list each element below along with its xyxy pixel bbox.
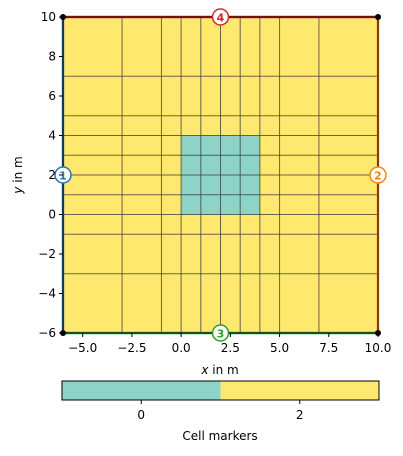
x-tick-label: −2.5	[117, 341, 146, 355]
x-tick-label: 5.0	[270, 341, 289, 355]
x-tick-label: 0.0	[172, 341, 191, 355]
boundary-marker-circle-4	[211, 8, 230, 26]
y-tick-label: −4	[38, 287, 56, 301]
y-axis-label: y in m	[11, 156, 25, 194]
y-tick-label: 8	[48, 50, 56, 64]
boundary-marker-circle-2	[369, 166, 387, 184]
y-tick-label: 10	[41, 10, 56, 24]
colorbar-tick-label: 0	[137, 408, 145, 422]
colorbar-segment	[220, 381, 379, 400]
boundary-marker-circle-3	[211, 324, 230, 342]
colorbar-label: Cell markers	[182, 429, 257, 443]
y-tick-label: 6	[48, 89, 56, 103]
x-axis-label: x in m	[200, 363, 238, 377]
mesh-grid	[63, 17, 378, 333]
x-tick-label: −5.0	[68, 341, 97, 355]
x-axis: −5.0 −2.5 0.0 2.5 5.0 7.5 10.0	[68, 333, 391, 355]
boundary-marker-label-3: 3	[217, 328, 225, 341]
colorbar-frame	[61, 380, 380, 401]
y-tick-label: −6	[38, 326, 56, 340]
colorbar-segment	[62, 381, 221, 400]
y-tick-label: 0	[48, 208, 56, 222]
y-tick-label: 2	[48, 168, 56, 182]
y-axis: −6 −4 −2 0 2 4 6 8 10	[38, 10, 63, 340]
x-tick-label: 2.5	[221, 341, 240, 355]
x-tick-label: 7.5	[319, 341, 338, 355]
corner-node	[375, 14, 381, 20]
boundary-markers: 1 2 3 4	[54, 8, 387, 342]
x-tick-label: 10.0	[365, 341, 392, 355]
colorbar-tick-label: 2	[296, 408, 304, 422]
boundary-marker-label-4: 4	[217, 12, 225, 25]
boundary-marker-label-2: 2	[374, 170, 382, 183]
y-tick-label: −2	[38, 247, 56, 261]
y-tick-label: 4	[48, 129, 56, 143]
boundary-marker-label-1: 1	[59, 170, 67, 183]
